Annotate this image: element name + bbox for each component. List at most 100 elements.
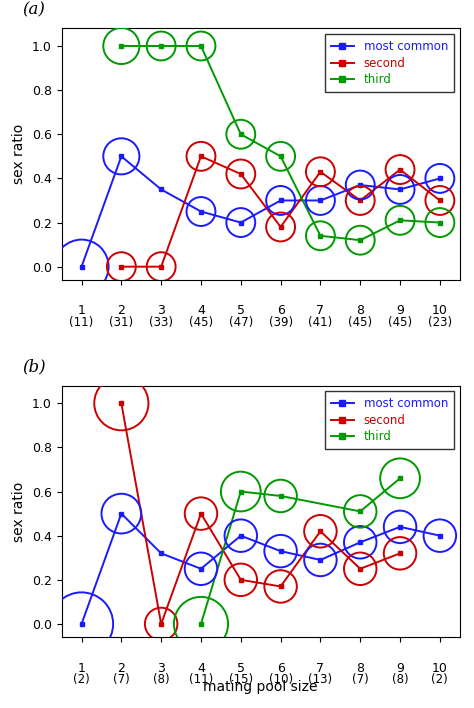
- second: [158, 620, 164, 628]
- second: [158, 263, 164, 271]
- second: [437, 196, 443, 205]
- most common: [278, 196, 283, 205]
- Text: (31): (31): [109, 316, 133, 329]
- third: [198, 42, 204, 50]
- second: [318, 168, 323, 176]
- most common: [79, 620, 84, 628]
- Point: [396, 164, 404, 176]
- Text: (7): (7): [113, 673, 130, 686]
- Point: [396, 473, 404, 484]
- third: [397, 216, 403, 224]
- Point: [317, 195, 324, 206]
- Text: (45): (45): [348, 316, 372, 329]
- second: [238, 170, 244, 178]
- Point: [237, 574, 245, 586]
- third: [357, 507, 363, 515]
- most common: [118, 509, 124, 518]
- most common: [357, 538, 363, 547]
- Point: [396, 548, 404, 559]
- Text: (2): (2): [431, 673, 448, 686]
- most common: [397, 523, 403, 531]
- Text: (47): (47): [228, 316, 253, 329]
- Line: most common: most common: [79, 511, 442, 627]
- Point: [436, 173, 444, 184]
- Point: [197, 508, 205, 519]
- most common: [118, 152, 124, 161]
- Point: [436, 530, 444, 542]
- third: [318, 232, 323, 240]
- Point: [197, 618, 205, 629]
- third: [278, 491, 283, 500]
- Point: [237, 530, 245, 542]
- Point: [197, 206, 205, 217]
- Point: [356, 563, 364, 574]
- Y-axis label: sex ratio: sex ratio: [12, 124, 27, 184]
- second: [397, 549, 403, 558]
- most common: [238, 218, 244, 227]
- Point: [157, 40, 165, 52]
- Text: (11): (11): [69, 316, 94, 329]
- Line: second: second: [119, 154, 442, 269]
- most common: [278, 547, 283, 555]
- third: [278, 152, 283, 161]
- Point: [317, 230, 324, 241]
- Point: [118, 398, 125, 409]
- second: [198, 152, 204, 161]
- Text: (7): (7): [352, 673, 369, 686]
- Text: (15): (15): [229, 673, 253, 686]
- Y-axis label: sex ratio: sex ratio: [12, 481, 27, 542]
- most common: [318, 196, 323, 205]
- Legend: most common, second, third: most common, second, third: [325, 34, 454, 92]
- Point: [277, 545, 284, 556]
- Point: [356, 179, 364, 190]
- second: [278, 223, 283, 232]
- Text: (11): (11): [189, 673, 213, 686]
- Point: [436, 195, 444, 206]
- second: [198, 509, 204, 518]
- Point: [237, 129, 245, 140]
- Point: [237, 169, 245, 180]
- Point: [396, 215, 404, 226]
- Point: [118, 151, 125, 162]
- most common: [318, 556, 323, 564]
- Point: [396, 521, 404, 532]
- second: [357, 196, 363, 205]
- Point: [317, 554, 324, 566]
- Text: (a): (a): [22, 1, 45, 18]
- second: [318, 527, 323, 535]
- Line: most common: most common: [79, 154, 442, 269]
- Point: [157, 618, 165, 629]
- Text: (45): (45): [388, 316, 412, 329]
- Line: third: third: [199, 476, 402, 627]
- Text: (8): (8): [392, 673, 409, 686]
- most common: [357, 181, 363, 189]
- Point: [317, 525, 324, 537]
- Text: (b): (b): [22, 358, 46, 375]
- second: [278, 582, 283, 590]
- Point: [157, 261, 165, 273]
- most common: [437, 174, 443, 183]
- most common: [158, 549, 164, 558]
- Point: [78, 261, 85, 273]
- most common: [198, 207, 204, 216]
- third: [397, 474, 403, 483]
- third: [437, 218, 443, 227]
- third: [357, 236, 363, 244]
- Point: [197, 40, 205, 52]
- Text: (2): (2): [73, 673, 90, 686]
- most common: [79, 263, 84, 271]
- Text: (39): (39): [269, 316, 292, 329]
- Point: [197, 151, 205, 162]
- Text: (23): (23): [428, 316, 452, 329]
- Point: [78, 618, 85, 629]
- third: [198, 620, 204, 628]
- Point: [118, 40, 125, 52]
- Line: second: second: [119, 401, 402, 627]
- Point: [356, 195, 364, 206]
- Point: [237, 486, 245, 497]
- Point: [277, 151, 284, 162]
- third: [118, 42, 124, 50]
- Point: [436, 217, 444, 228]
- most common: [158, 185, 164, 194]
- Point: [277, 490, 284, 501]
